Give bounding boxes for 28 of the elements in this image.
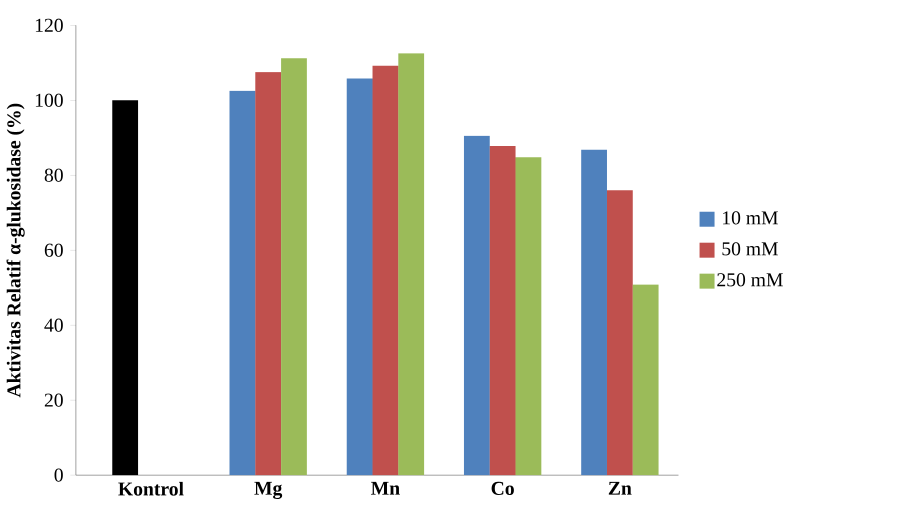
bar <box>255 72 282 476</box>
bar <box>516 157 542 476</box>
legend-label: 250 mM <box>717 273 783 286</box>
y-tick-label: 120 <box>36 18 63 32</box>
bar <box>581 150 607 476</box>
x-tick-label: Zn <box>608 482 632 495</box>
y-tick-label: 40 <box>44 318 63 332</box>
x-tick-label: Co <box>492 482 514 495</box>
y-tick-label: 60 <box>44 244 63 257</box>
bar <box>490 146 516 476</box>
legend-label: 50 mM <box>722 242 778 256</box>
bar <box>346 78 373 476</box>
y-tick-label: 0 <box>54 468 63 482</box>
x-tick-label: Mg <box>254 482 282 499</box>
y-axis-title: Aktivitas Relatif α-glukosidase (%) <box>6 104 25 398</box>
y-tick-label: 100 <box>36 94 63 107</box>
bar <box>281 58 307 476</box>
bar <box>632 284 659 476</box>
bar <box>398 53 424 476</box>
bar <box>606 190 633 476</box>
legend-label: 10 mM <box>723 211 778 224</box>
y-tick-label: 20 <box>44 393 63 407</box>
bar <box>464 136 490 476</box>
y-tick-label: 80 <box>44 168 63 182</box>
bar <box>230 90 256 476</box>
bar <box>372 66 398 476</box>
x-tick-label: Mn <box>371 482 400 495</box>
x-tick-label: Kontrol <box>118 482 184 496</box>
